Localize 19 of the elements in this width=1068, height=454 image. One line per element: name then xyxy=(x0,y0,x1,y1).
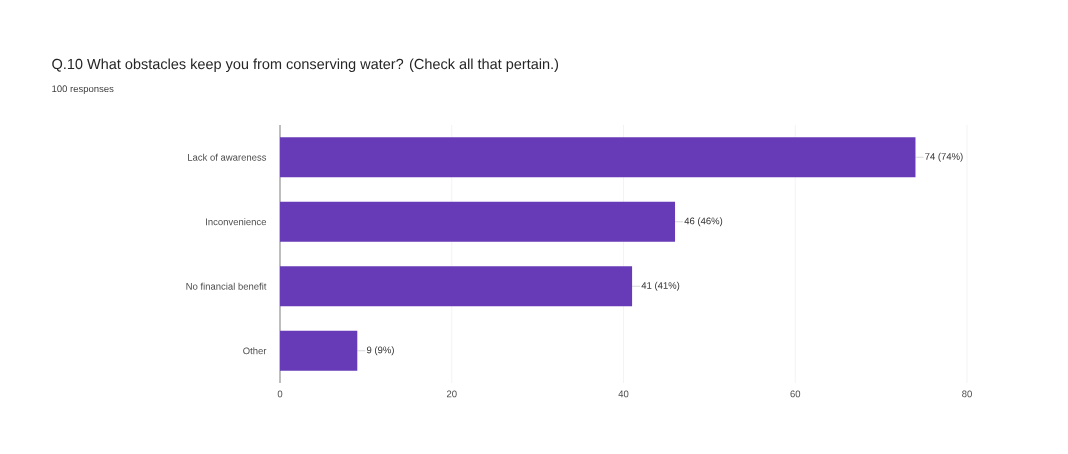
data-label: 9 (9%) xyxy=(366,346,394,356)
data-label: 74 (74%) xyxy=(925,152,963,162)
y-tick-label: Lack of awareness xyxy=(188,153,267,161)
x-tick-label: 40 xyxy=(618,390,629,398)
bar xyxy=(280,330,358,371)
x-tick-label: 60 xyxy=(790,390,801,398)
y-tick-label: No financial benefit xyxy=(186,282,267,290)
y-tick-label: Other xyxy=(243,347,267,355)
text: 100 responses xyxy=(52,85,114,94)
y-tick-label: Inconvenience xyxy=(206,218,267,226)
bar xyxy=(280,201,676,242)
bar xyxy=(280,266,633,307)
x-tick-label: 20 xyxy=(446,390,457,398)
chart-title: Q.10 What obstacles keep you from conserving water? (Check all that pertain.) xyxy=(52,58,559,72)
bar xyxy=(280,137,916,178)
data-label: 46 (46%) xyxy=(684,217,723,227)
x-tick-label: 0 xyxy=(277,390,283,398)
data-label: 41 (41%) xyxy=(641,281,680,291)
x-tick-label: 80 xyxy=(962,390,972,398)
